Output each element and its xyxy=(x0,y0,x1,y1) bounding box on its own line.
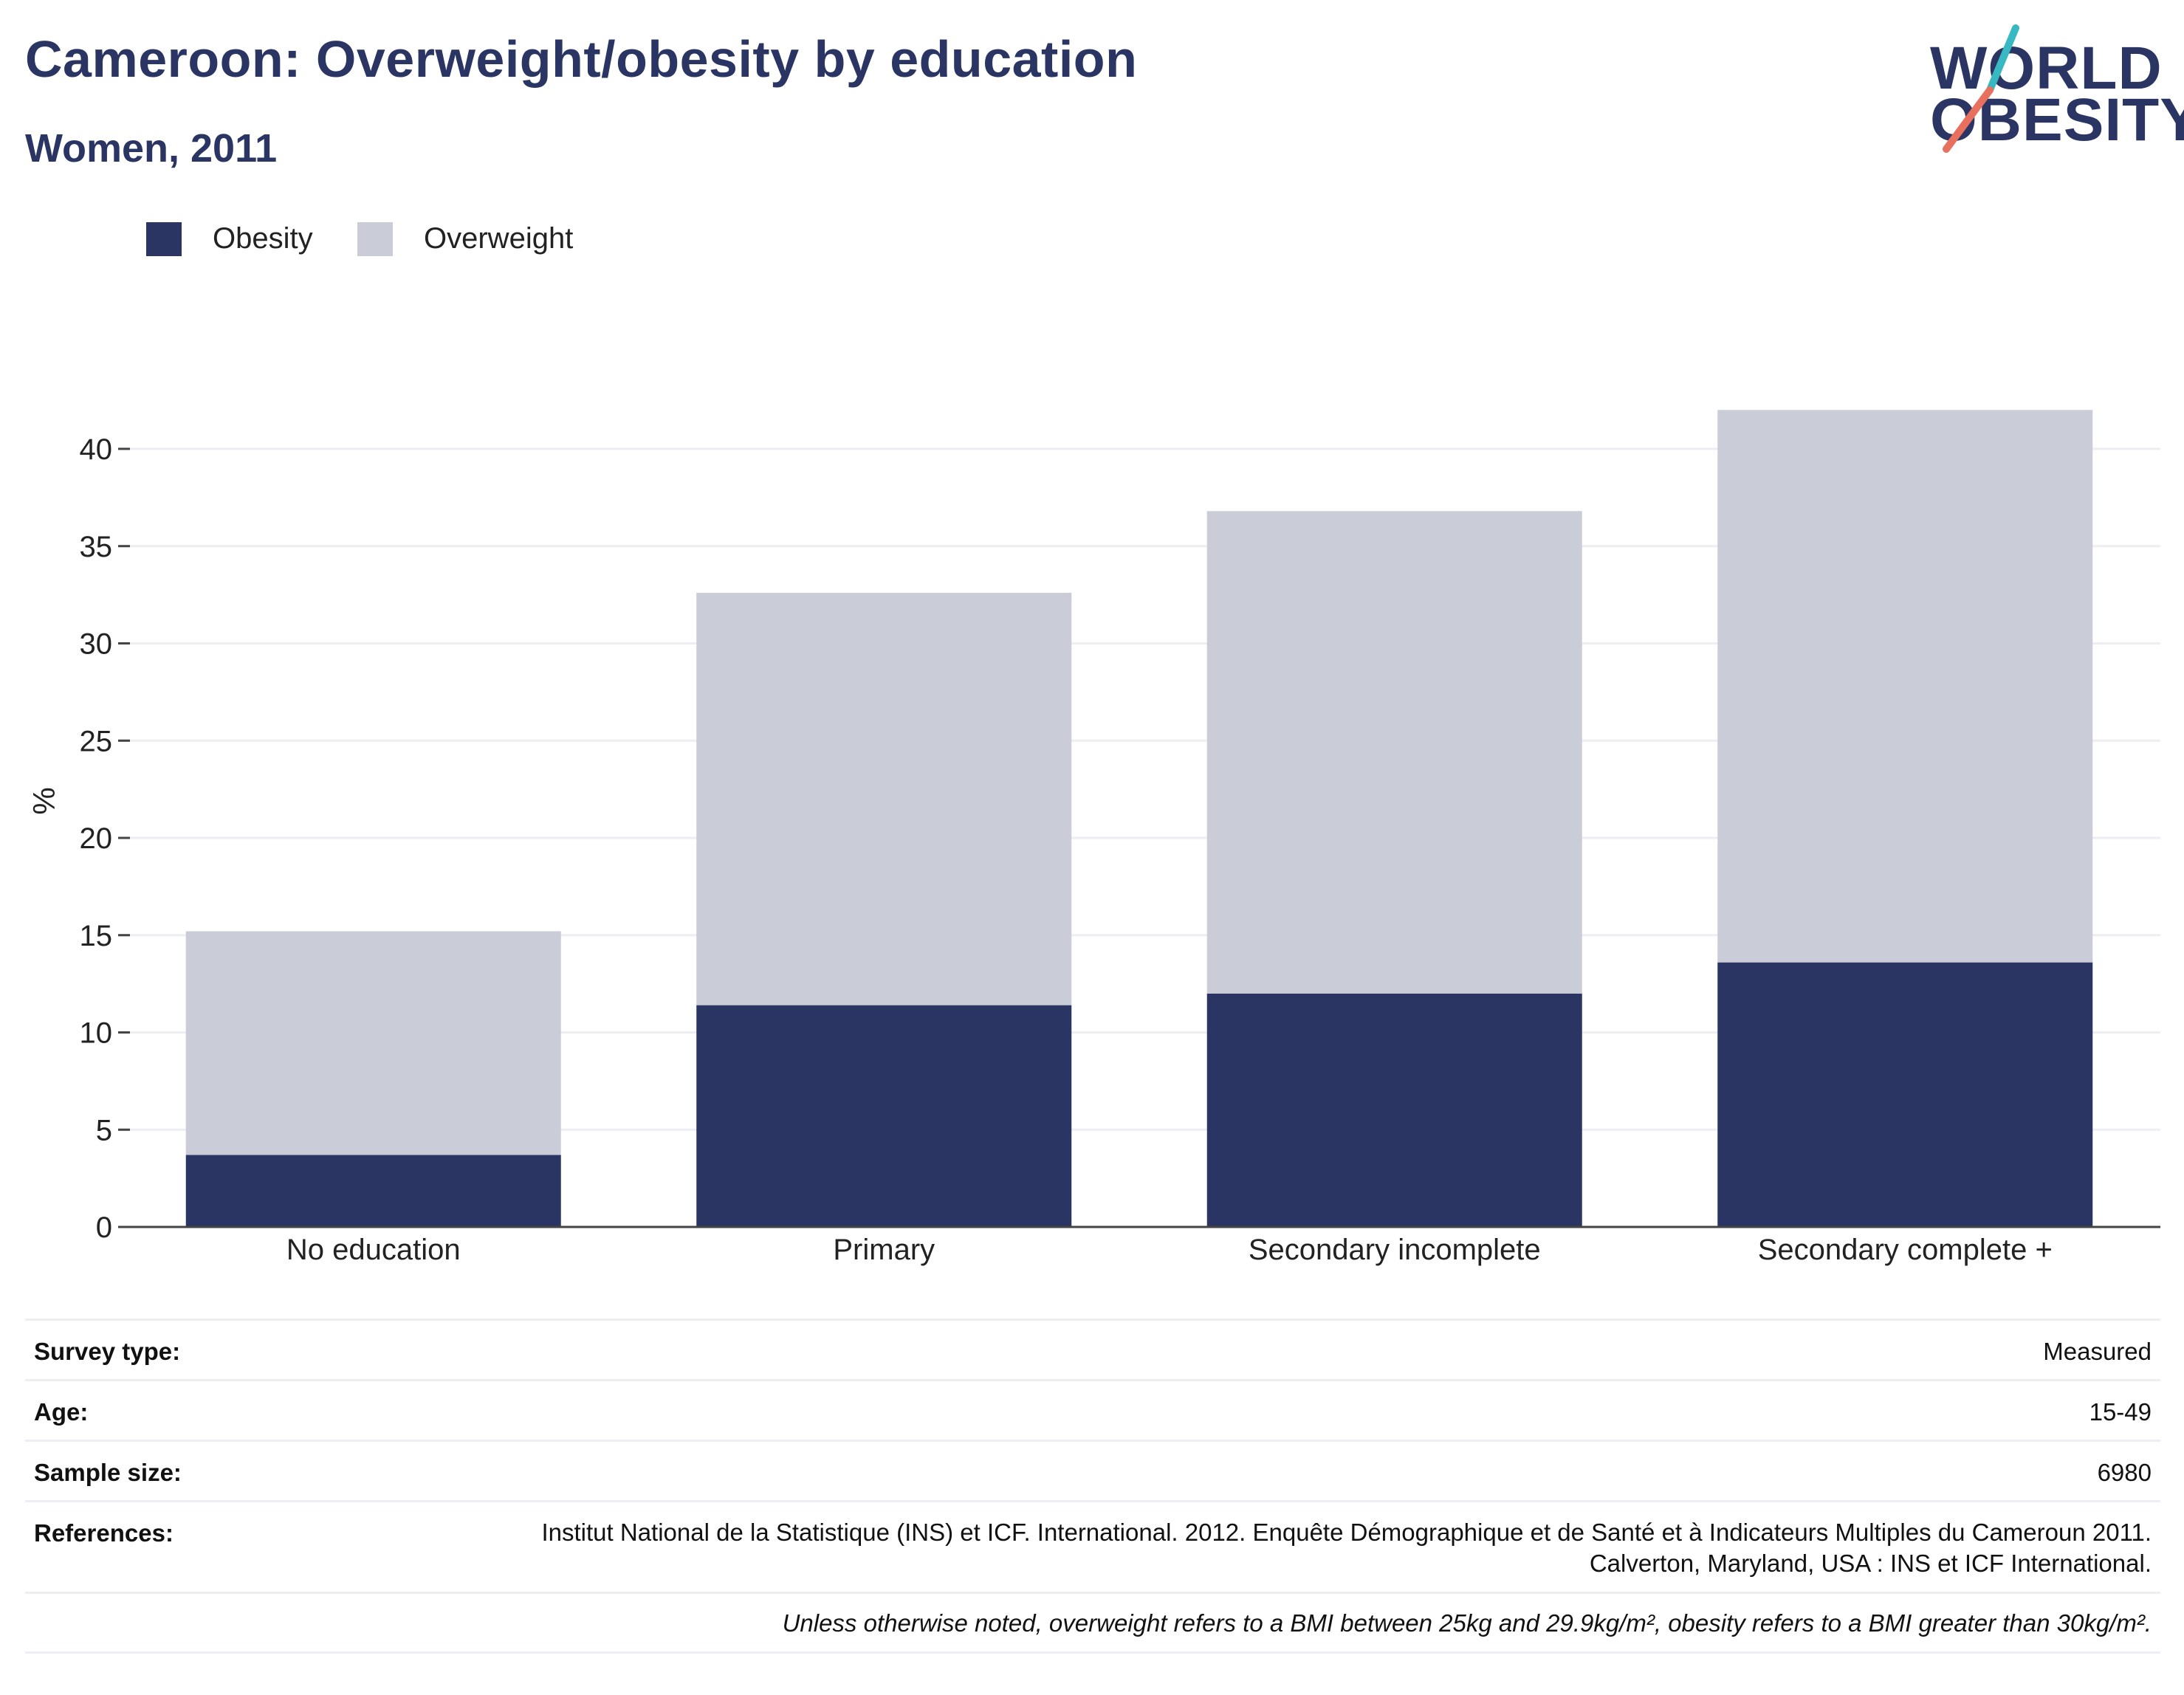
info-row-age: Age: 15-49 xyxy=(25,1379,2160,1440)
world-obesity-logo: WORLD OBESITY xyxy=(1920,22,2184,159)
logo-slash-icon xyxy=(1943,24,2019,153)
page-title: Cameroon: Overweight/obesity by educatio… xyxy=(25,30,1138,88)
info-value-age: 15-49 xyxy=(2089,1398,2152,1426)
y-tick-label-5: 5 xyxy=(96,1114,112,1146)
y-tick-label-25: 25 xyxy=(80,725,113,757)
y-tick-label-30: 30 xyxy=(80,628,113,661)
info-row-references: References: Institut National de la Stat… xyxy=(25,1500,2160,1592)
y-tick-label-40: 40 xyxy=(80,433,113,466)
info-value-sample-size: 6980 xyxy=(2097,1459,2152,1486)
page-subtitle: Women, 2011 xyxy=(25,126,278,171)
stacked-bar-chart: 0 5 10 15 20 25 30 35 40% No education Primary Seco… xyxy=(27,410,2160,1266)
survey-info-table: Survey type: Measured Age: 15-49 Sample … xyxy=(25,1318,2160,1654)
y-tick-label-35: 35 xyxy=(80,531,113,563)
bar-obesity-1 xyxy=(696,1005,1072,1227)
legend-label-overweight: Overweight xyxy=(424,222,574,255)
bar-overweight-0 xyxy=(185,931,561,1155)
bar-obesity-2 xyxy=(1206,993,1582,1227)
legend-label-obesity: Obesity xyxy=(213,222,313,255)
y-axis-label: % xyxy=(27,787,61,814)
info-key-survey-type: Survey type: xyxy=(34,1338,181,1365)
bar-obesity-3 xyxy=(1717,962,2093,1227)
bar-overweight-1 xyxy=(696,592,1072,1005)
x-tick-label-0: No education xyxy=(286,1234,461,1266)
info-key-age: Age: xyxy=(34,1398,89,1426)
info-key-sample-size: Sample size: xyxy=(34,1459,182,1486)
y-tick-label-20: 20 xyxy=(80,822,113,855)
info-row-sample-size: Sample size: 6980 xyxy=(25,1440,2160,1500)
bar-overweight-2 xyxy=(1206,511,1582,994)
logo-text-world: WORLD xyxy=(1930,35,2163,102)
info-row-survey-type: Survey type: Measured xyxy=(25,1318,2160,1379)
y-tick-label-15: 15 xyxy=(80,920,113,952)
legend-swatch-obesity xyxy=(146,222,182,256)
bar-overweight-3 xyxy=(1717,410,2093,963)
legend-swatch-overweight xyxy=(357,222,393,256)
info-row-bmi-note: Unless otherwise noted, overweight refer… xyxy=(25,1592,2160,1654)
y-tick-label-10: 10 xyxy=(80,1017,113,1050)
bmi-definition-note: Unless otherwise noted, overweight refer… xyxy=(782,1609,2152,1637)
bar-obesity-0 xyxy=(185,1155,561,1227)
info-value-references: Institut National de la Statistique (INS… xyxy=(541,1519,2152,1577)
info-key-references: References: xyxy=(34,1519,174,1547)
x-tick-label-3: Secondary complete + xyxy=(1758,1234,2053,1266)
x-tick-label-2: Secondary incomplete xyxy=(1249,1234,1541,1266)
x-tick-label-1: Primary xyxy=(833,1234,935,1266)
info-value-survey-type: Measured xyxy=(2043,1338,2152,1365)
y-tick-label-0: 0 xyxy=(96,1211,112,1244)
